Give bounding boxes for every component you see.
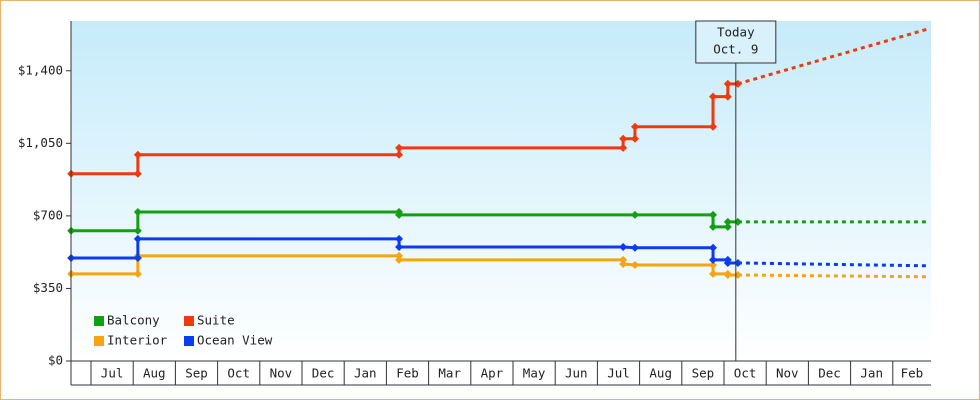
- y-tick-label: $1,050: [18, 135, 63, 150]
- price-point: [709, 92, 718, 101]
- x-tick-label: Oct: [734, 366, 757, 381]
- x-tick-label: Nov: [776, 366, 799, 381]
- legend-swatch: [184, 336, 194, 346]
- price-point: [723, 92, 732, 101]
- price-point: [630, 134, 639, 143]
- y-tick-label: $700: [33, 207, 63, 222]
- price-point: [709, 243, 718, 252]
- x-tick-label: Sep: [185, 366, 208, 381]
- x-tick-label: Jan: [860, 366, 883, 381]
- legend-label: Ocean View: [197, 333, 273, 348]
- price-point: [619, 242, 628, 251]
- legend-label: Suite: [197, 313, 235, 328]
- legend-swatch: [184, 316, 194, 326]
- price-point: [709, 210, 718, 219]
- price-point: [395, 150, 404, 159]
- price-point: [133, 253, 142, 262]
- legend-swatch: [94, 336, 104, 346]
- price-point: [709, 261, 718, 270]
- today-box: [695, 20, 777, 64]
- price-point: [630, 261, 639, 270]
- price-point: [709, 222, 718, 231]
- y-tick-label: $0: [48, 353, 63, 368]
- today-label: Oct. 9: [713, 42, 758, 57]
- price-point: [723, 270, 732, 279]
- price-point: [395, 210, 404, 219]
- price-point: [395, 255, 404, 264]
- x-tick-label: Feb: [396, 366, 419, 381]
- price-point: [619, 143, 628, 152]
- y-tick-label: $1,400: [18, 62, 63, 77]
- price-point: [133, 226, 142, 235]
- plot-background: [71, 21, 931, 361]
- price-point: [723, 217, 732, 226]
- x-tick-label: Sep: [692, 366, 715, 381]
- x-tick-label: Nov: [270, 366, 293, 381]
- legend-label: Balcony: [107, 313, 160, 328]
- price-point: [723, 222, 732, 231]
- x-tick-label: Apr: [481, 366, 504, 381]
- price-point: [723, 258, 732, 267]
- price-point: [709, 122, 718, 131]
- x-tick-label: Aug: [143, 366, 166, 381]
- price-point: [395, 242, 404, 251]
- price-point: [709, 255, 718, 264]
- price-point: [630, 210, 639, 219]
- x-tick-label: Oct: [227, 366, 250, 381]
- price-point: [619, 255, 628, 264]
- price-point: [723, 79, 732, 88]
- price-point: [630, 243, 639, 252]
- price-point: [133, 269, 142, 278]
- x-tick-label: Jun: [565, 366, 588, 381]
- y-tick-label: $350: [33, 280, 63, 295]
- x-tick-label: Jul: [101, 366, 124, 381]
- x-tick-label: Jan: [354, 366, 377, 381]
- price-point: [133, 207, 142, 216]
- price-point: [630, 122, 639, 131]
- price-point: [395, 234, 404, 243]
- x-tick-label: Jul: [607, 366, 630, 381]
- price-point: [133, 169, 142, 178]
- x-tick-label: Feb: [901, 366, 924, 381]
- legend-label: Interior: [107, 333, 168, 348]
- forecast-line: [737, 27, 930, 86]
- x-tick-label: Mar: [438, 366, 461, 381]
- x-tick-label: Dec: [818, 366, 841, 381]
- legend-swatch: [94, 316, 104, 326]
- x-tick-label: May: [523, 366, 546, 381]
- price-point: [619, 259, 628, 268]
- price-point: [133, 234, 142, 243]
- price-point: [395, 143, 404, 152]
- price-point: [709, 269, 718, 278]
- price-point: [619, 134, 628, 143]
- x-tick-label: Dec: [312, 366, 335, 381]
- price-point: [133, 150, 142, 159]
- today-label: Today: [717, 25, 755, 40]
- x-tick-label: Aug: [649, 366, 672, 381]
